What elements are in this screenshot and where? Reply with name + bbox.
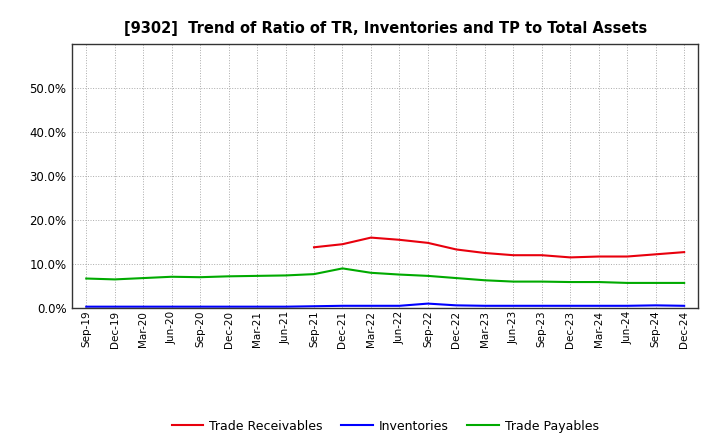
Inventories <box>537 303 546 308</box>
Trade Payables <box>110 277 119 282</box>
Legend: Trade Receivables, Inventories, Trade Payables: Trade Receivables, Inventories, Trade Pa… <box>166 414 604 437</box>
Trade Payables <box>338 266 347 271</box>
Trade Receivables <box>423 240 432 246</box>
Inventories <box>566 303 575 308</box>
Trade Receivables <box>537 253 546 258</box>
Trade Receivables <box>395 237 404 242</box>
Inventories <box>652 303 660 308</box>
Inventories <box>310 304 318 309</box>
Inventories <box>480 303 489 308</box>
Trade Payables <box>509 279 518 284</box>
Trade Payables <box>310 271 318 277</box>
Inventories <box>253 304 261 309</box>
Inventories <box>509 303 518 308</box>
Inventories <box>680 303 688 308</box>
Trade Receivables <box>509 253 518 258</box>
Trade Receivables <box>480 250 489 256</box>
Trade Payables <box>253 273 261 279</box>
Trade Payables <box>452 275 461 281</box>
Inventories <box>595 303 603 308</box>
Trade Receivables <box>623 254 631 259</box>
Inventories <box>366 303 375 308</box>
Trade Payables <box>480 278 489 283</box>
Inventories <box>623 303 631 308</box>
Trade Receivables <box>310 245 318 250</box>
Trade Receivables <box>566 255 575 260</box>
Trade Payables <box>680 280 688 286</box>
Inventories <box>338 303 347 308</box>
Line: Inventories: Inventories <box>86 304 684 307</box>
Trade Payables <box>537 279 546 284</box>
Trade Payables <box>139 275 148 281</box>
Trade Receivables <box>680 249 688 255</box>
Inventories <box>196 304 204 309</box>
Trade Payables <box>366 270 375 275</box>
Inventories <box>82 304 91 309</box>
Trade Payables <box>652 280 660 286</box>
Inventories <box>395 303 404 308</box>
Trade Payables <box>282 273 290 278</box>
Trade Payables <box>225 274 233 279</box>
Line: Trade Receivables: Trade Receivables <box>314 238 684 257</box>
Trade Payables <box>167 274 176 279</box>
Inventories <box>282 304 290 309</box>
Inventories <box>423 301 432 306</box>
Trade Receivables <box>652 252 660 257</box>
Trade Payables <box>196 275 204 280</box>
Trade Payables <box>82 276 91 281</box>
Trade Payables <box>395 272 404 277</box>
Trade Receivables <box>452 247 461 252</box>
Inventories <box>452 303 461 308</box>
Trade Payables <box>595 279 603 285</box>
Trade Receivables <box>366 235 375 240</box>
Title: [9302]  Trend of Ratio of TR, Inventories and TP to Total Assets: [9302] Trend of Ratio of TR, Inventories… <box>124 21 647 36</box>
Trade Payables <box>566 279 575 285</box>
Trade Receivables <box>595 254 603 259</box>
Inventories <box>110 304 119 309</box>
Trade Payables <box>423 273 432 279</box>
Inventories <box>225 304 233 309</box>
Inventories <box>167 304 176 309</box>
Inventories <box>139 304 148 309</box>
Trade Receivables <box>338 242 347 247</box>
Line: Trade Payables: Trade Payables <box>86 268 684 283</box>
Trade Payables <box>623 280 631 286</box>
